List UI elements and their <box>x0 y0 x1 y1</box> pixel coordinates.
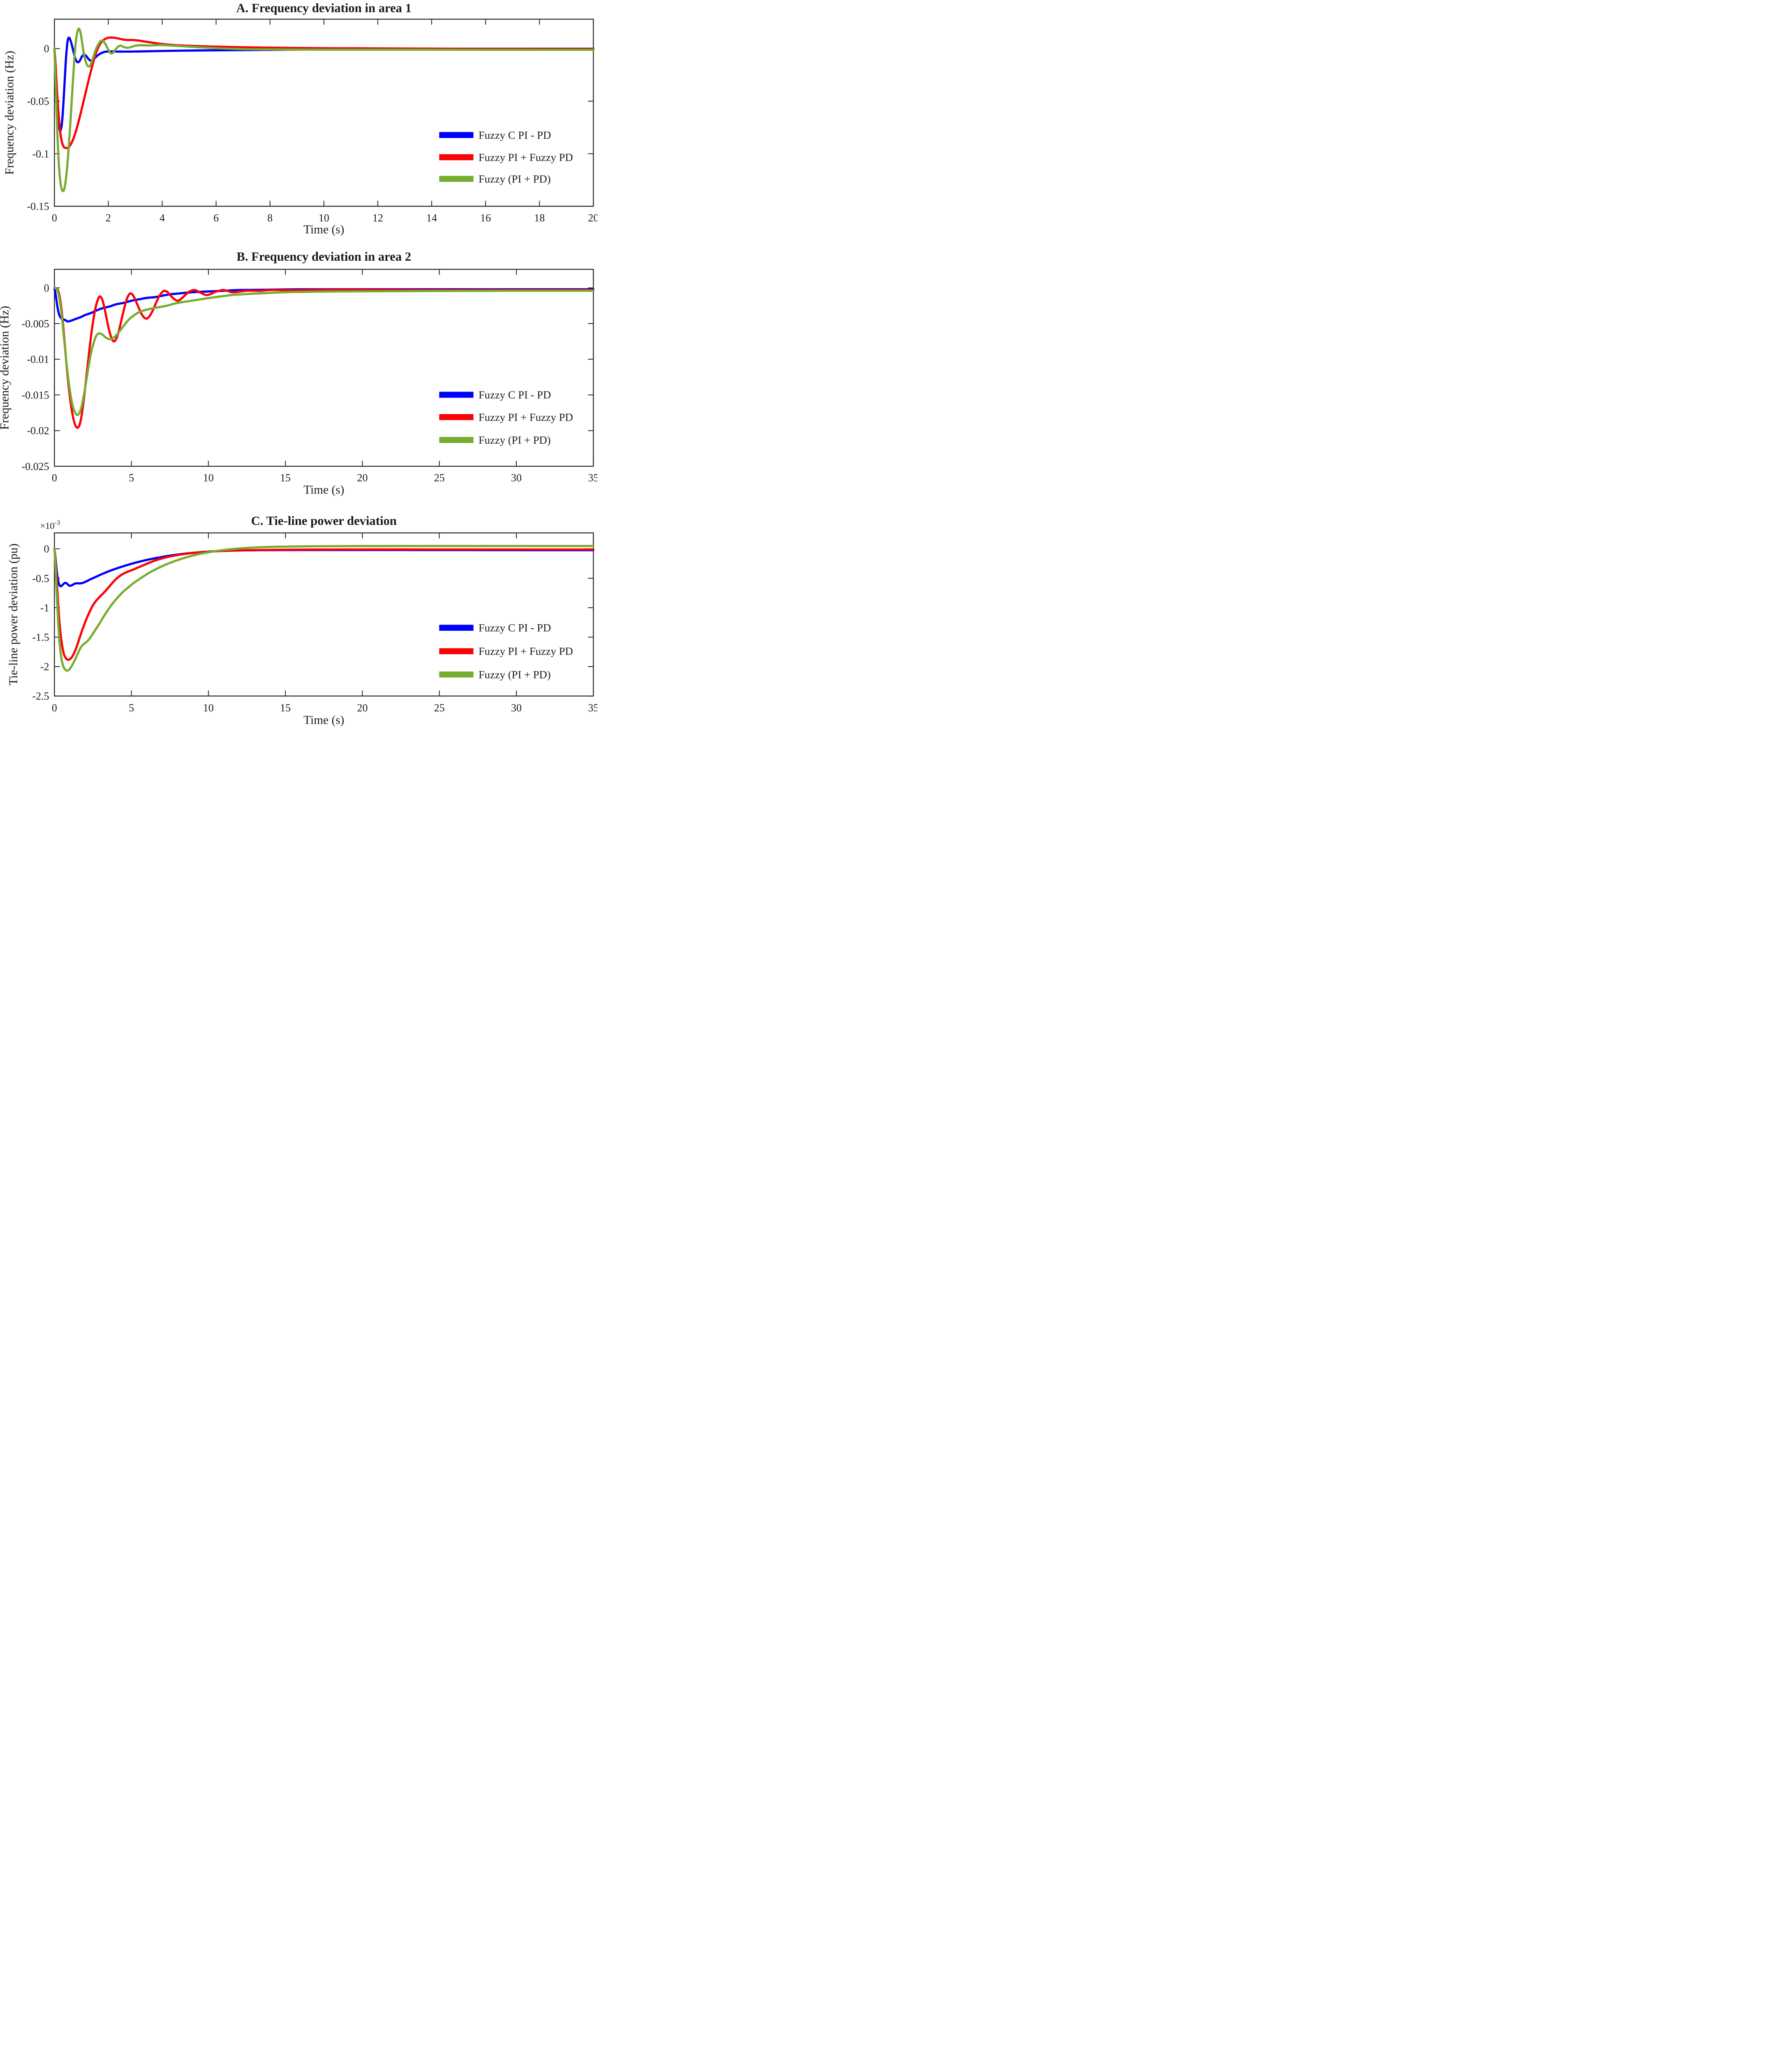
legend-swatch-fuzzy-pi-fuzzy-pd <box>439 414 474 420</box>
legend-swatch-fuzzy-pi-pd <box>439 671 474 678</box>
x-tick-label: 20 <box>357 472 368 484</box>
y-axis-multiplier-base: ×10 <box>40 521 54 531</box>
x-tick-label: 20 <box>357 702 368 714</box>
chart-b-legend: Fuzzy C PI - PD Fuzzy PI + Fuzzy PD Fuzzy … <box>439 389 573 446</box>
y-tick-label: -0.02 <box>27 425 49 437</box>
chart-c-title: C. Tie-line power deviation <box>251 514 397 528</box>
x-tick-label: 4 <box>160 212 165 224</box>
series-fuzzy-c-pi-pd-line <box>53 36 594 132</box>
series-fuzzy-pi-pd-line <box>53 27 594 192</box>
legend-swatch-fuzzy-c-pi-pd <box>439 132 474 138</box>
chart-b-ticks <box>54 269 594 467</box>
legend-label-fuzzy-c-pi-pd: Fuzzy C PI - PD <box>479 622 551 634</box>
chart-a-y-axis-label: Frequency deviation (Hz) <box>3 51 16 175</box>
x-tick-label: 6 <box>213 212 219 224</box>
chart-a: 0 2 4 6 8 10 12 14 16 18 20 0 -0.05 -0.1 -0.15 A. Frequ… <box>3 1 597 236</box>
y-tick-label: -2 <box>40 661 49 673</box>
x-tick-label: 16 <box>480 212 491 224</box>
legend-label-fuzzy-pi-pd: Fuzzy (PI + PD) <box>479 668 551 681</box>
y-axis-multiplier: ×10-3 <box>40 519 60 531</box>
y-tick-label: -2.5 <box>32 690 49 702</box>
chart-a-title: A. Frequency deviation in area 1 <box>236 1 412 15</box>
x-tick-label: 15 <box>280 702 291 714</box>
legend-swatch-fuzzy-c-pi-pd <box>439 391 474 398</box>
x-tick-label: 15 <box>280 472 291 484</box>
x-tick-label: 25 <box>434 472 445 484</box>
chart-b-x-axis-label: Time (s) <box>303 484 344 497</box>
legend-swatch-fuzzy-c-pi-pd <box>439 625 474 631</box>
figure-svg: 0 2 4 6 8 10 12 14 16 18 20 0 -0.05 -0.1 -0.15 A. Frequ… <box>0 1 597 727</box>
x-tick-label: 10 <box>319 212 329 224</box>
legend-label-fuzzy-c-pi-pd: Fuzzy C PI - PD <box>479 389 551 401</box>
legend-swatch-fuzzy-pi-fuzzy-pd <box>439 154 474 160</box>
legend-label-fuzzy-pi-fuzzy-pd: Fuzzy PI + Fuzzy PD <box>479 411 573 423</box>
series-fuzzy-pi-fuzzy-pd-line <box>53 547 594 661</box>
x-tick-label: 14 <box>426 212 437 224</box>
y-tick-label: -1.5 <box>32 631 49 643</box>
series-fuzzy-pi-pd-line <box>53 545 594 672</box>
legend-swatch-fuzzy-pi-fuzzy-pd <box>439 648 474 654</box>
legend-label-fuzzy-pi-fuzzy-pd: Fuzzy PI + Fuzzy PD <box>479 151 573 163</box>
chart-c-legend: Fuzzy C PI - PD Fuzzy PI + Fuzzy PD Fuzzy … <box>439 622 573 681</box>
legend-swatch-fuzzy-pi-pd <box>439 176 474 182</box>
chart-b-y-axis-label: Frequency deviation (Hz) <box>0 306 12 430</box>
y-tick-label: -0.015 <box>22 389 49 401</box>
chart-c-plot-box <box>54 532 594 697</box>
chart-c-x-axis-label: Time (s) <box>303 714 344 727</box>
legend-swatch-fuzzy-pi-pd <box>439 437 474 443</box>
y-tick-label: -0.15 <box>27 201 49 213</box>
series-fuzzy-pi-fuzzy-pd-line <box>53 287 594 429</box>
chart-c-y-axis-label: Tie-line power deviation (pu) <box>7 544 20 685</box>
chart-b: 0 5 10 15 20 25 30 35 0 -0.005 -0.01 -0.015 -0.02 -0.… <box>0 250 597 497</box>
chart-b-plot-box <box>54 269 594 467</box>
y-tick-label: -0.025 <box>22 461 49 472</box>
x-tick-label: 30 <box>511 472 522 484</box>
y-tick-label: -1 <box>40 602 49 614</box>
y-tick-label: -0.5 <box>32 572 49 584</box>
x-tick-label: 35 <box>588 472 597 484</box>
y-tick-label: -0.005 <box>22 318 49 330</box>
chart-a-legend: Fuzzy C PI - PD Fuzzy PI + Fuzzy PD Fuzzy … <box>439 129 573 185</box>
chart-c-ticks <box>54 533 594 697</box>
y-tick-label: -0.05 <box>27 95 49 107</box>
x-tick-label: 20 <box>588 212 597 224</box>
series-fuzzy-pi-pd-line <box>53 287 594 416</box>
chart-a-x-axis-label: Time (s) <box>303 223 344 236</box>
x-tick-label: 2 <box>106 212 111 224</box>
x-tick-label: 0 <box>52 702 57 714</box>
x-tick-label: 10 <box>203 472 214 484</box>
x-tick-label: 35 <box>588 702 597 714</box>
x-tick-label: 0 <box>52 212 57 224</box>
legend-label-fuzzy-pi-pd: Fuzzy (PI + PD) <box>479 173 551 185</box>
x-tick-label: 30 <box>511 702 522 714</box>
legend-label-fuzzy-pi-fuzzy-pd: Fuzzy PI + Fuzzy PD <box>479 645 573 658</box>
y-tick-label: 0 <box>44 543 49 555</box>
x-tick-label: 0 <box>52 472 57 484</box>
x-tick-label: 10 <box>203 702 214 714</box>
y-axis-multiplier-exponent: -3 <box>55 519 60 526</box>
chart-c: 0 5 10 15 20 25 30 35 0 -0.5 -1 -1.5 -2 -2.5 C. Tie-li… <box>7 514 597 727</box>
y-tick-label: 0 <box>44 43 49 55</box>
figure-root: 0 2 4 6 8 10 12 14 16 18 20 0 -0.05 -0.1 -0.15 A. Frequ… <box>0 0 597 728</box>
x-tick-label: 12 <box>372 212 383 224</box>
x-tick-label: 18 <box>534 212 545 224</box>
y-tick-label: -0.1 <box>32 148 49 160</box>
x-tick-label: 25 <box>434 702 445 714</box>
y-tick-label: 0 <box>44 282 49 294</box>
x-tick-label: 5 <box>129 472 134 484</box>
x-tick-label: 8 <box>267 212 273 224</box>
x-tick-label: 5 <box>129 702 134 714</box>
legend-label-fuzzy-c-pi-pd: Fuzzy C PI - PD <box>479 129 551 141</box>
chart-b-title: B. Frequency deviation in area 2 <box>237 250 412 264</box>
series-fuzzy-c-pi-pd-line <box>53 287 594 323</box>
legend-label-fuzzy-pi-pd: Fuzzy (PI + PD) <box>479 434 551 446</box>
y-tick-label: -0.01 <box>27 354 49 366</box>
